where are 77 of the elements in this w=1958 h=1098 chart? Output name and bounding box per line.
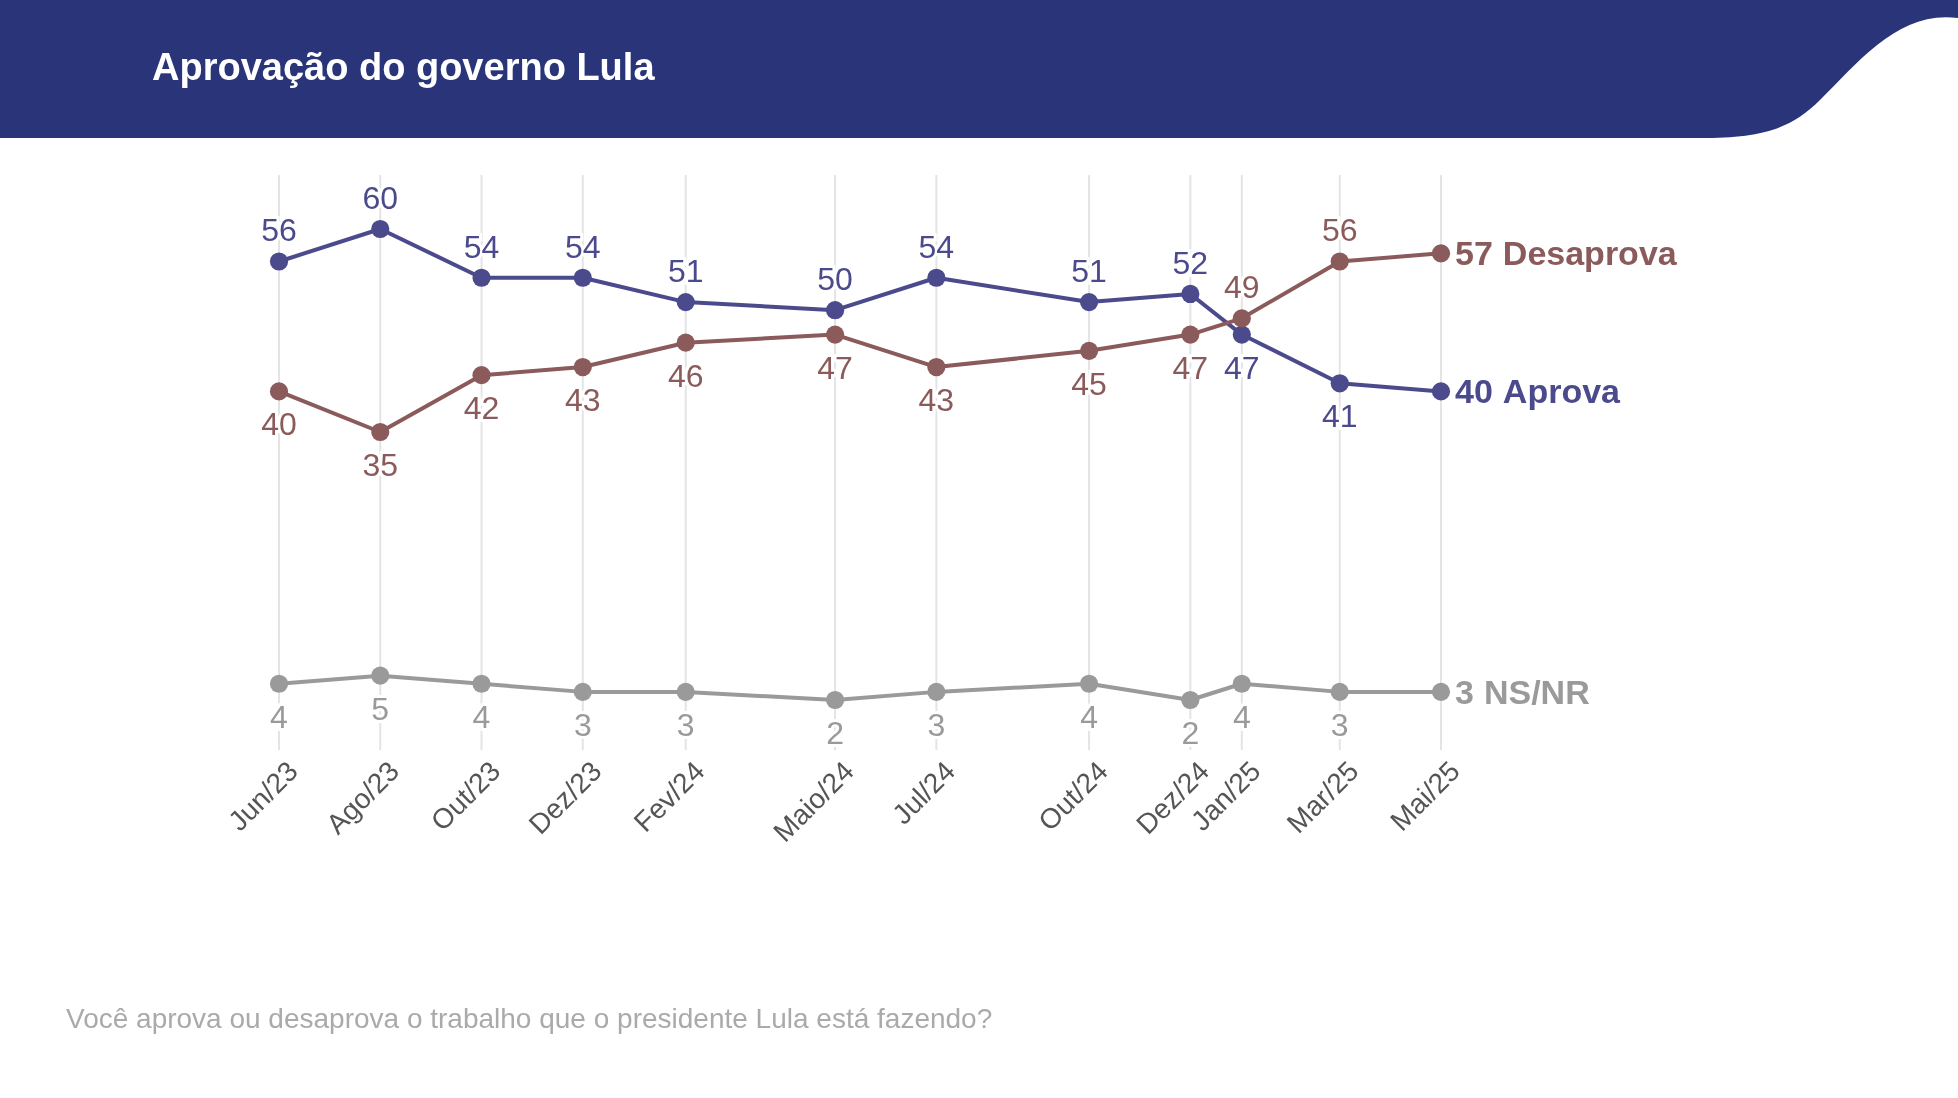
series-label: Aprova — [1502, 372, 1622, 411]
text: Você aprova ou desaprova o trabalho que o presidente Lula está fazendo? — [66, 1003, 993, 1034]
data-label: 54 — [564, 228, 601, 265]
data-label: 4 — [270, 698, 288, 735]
point — [1181, 325, 1200, 344]
point — [1079, 293, 1099, 312]
data-label: 2 — [826, 715, 844, 751]
data-label: 47 — [1172, 349, 1209, 386]
data-label: 46 — [667, 357, 704, 394]
data-label: 51 — [1071, 253, 1107, 290]
point — [1431, 382, 1451, 401]
data-label: 3 — [1330, 706, 1349, 743]
point — [1431, 682, 1451, 701]
data-label: 2 — [1181, 715, 1200, 751]
point — [573, 268, 592, 287]
data-label: 54 — [463, 228, 500, 265]
data-label: 35 — [362, 447, 399, 484]
point — [371, 219, 390, 239]
point — [472, 268, 491, 287]
point — [676, 293, 695, 312]
point — [1181, 690, 1200, 710]
point — [1330, 252, 1349, 271]
point — [1330, 682, 1349, 701]
point — [371, 422, 390, 442]
point — [676, 682, 695, 701]
point — [927, 357, 946, 377]
point — [1232, 325, 1251, 344]
data-label: 47 — [817, 349, 853, 386]
data-label: 3 — [1455, 672, 1474, 711]
point — [1079, 341, 1099, 360]
point — [573, 682, 592, 701]
point — [826, 301, 845, 320]
point — [1330, 374, 1349, 393]
data-label: 4 — [1232, 698, 1251, 735]
point — [269, 252, 289, 271]
point — [371, 666, 390, 685]
data-label: 40 — [261, 406, 297, 443]
data-label: 40 — [1455, 372, 1493, 411]
data-label: 3 — [676, 706, 695, 743]
point — [1079, 674, 1099, 693]
point — [676, 333, 695, 352]
point — [927, 268, 946, 287]
data-label: 42 — [463, 390, 500, 427]
data-label: 45 — [1071, 365, 1107, 402]
point — [826, 690, 845, 710]
data-label: 52 — [1172, 244, 1209, 281]
point — [1232, 674, 1251, 693]
series-label: NS/NR — [1483, 672, 1590, 711]
point — [269, 674, 289, 693]
data-label: 3 — [927, 706, 946, 743]
point — [472, 366, 491, 385]
data-label: 3 — [573, 706, 592, 743]
data-label: 43 — [918, 382, 955, 419]
chart-title: Aprovação do governo Lula — [152, 46, 656, 88]
point — [1232, 309, 1251, 328]
data-label: 41 — [1321, 398, 1358, 435]
point — [472, 674, 491, 693]
point — [269, 382, 289, 401]
data-label: 56 — [1321, 212, 1358, 249]
point — [573, 357, 592, 377]
data-label: 4 — [1080, 698, 1098, 735]
data-label: 50 — [817, 261, 853, 298]
data-label: 60 — [362, 180, 399, 216]
data-label: 5 — [371, 690, 390, 727]
series-label: Desaprova — [1502, 234, 1678, 273]
data-label: 49 — [1224, 269, 1260, 306]
data-label: 43 — [564, 382, 601, 419]
data-label: 51 — [667, 253, 704, 290]
data-label: 47 — [1224, 349, 1260, 386]
data-label: 54 — [918, 228, 955, 265]
data-label: 56 — [261, 212, 297, 249]
point — [927, 682, 946, 701]
point — [1431, 244, 1451, 263]
data-label: 57 — [1455, 234, 1493, 273]
data-label: 4 — [472, 698, 491, 735]
point — [826, 325, 845, 344]
point — [1181, 284, 1200, 304]
